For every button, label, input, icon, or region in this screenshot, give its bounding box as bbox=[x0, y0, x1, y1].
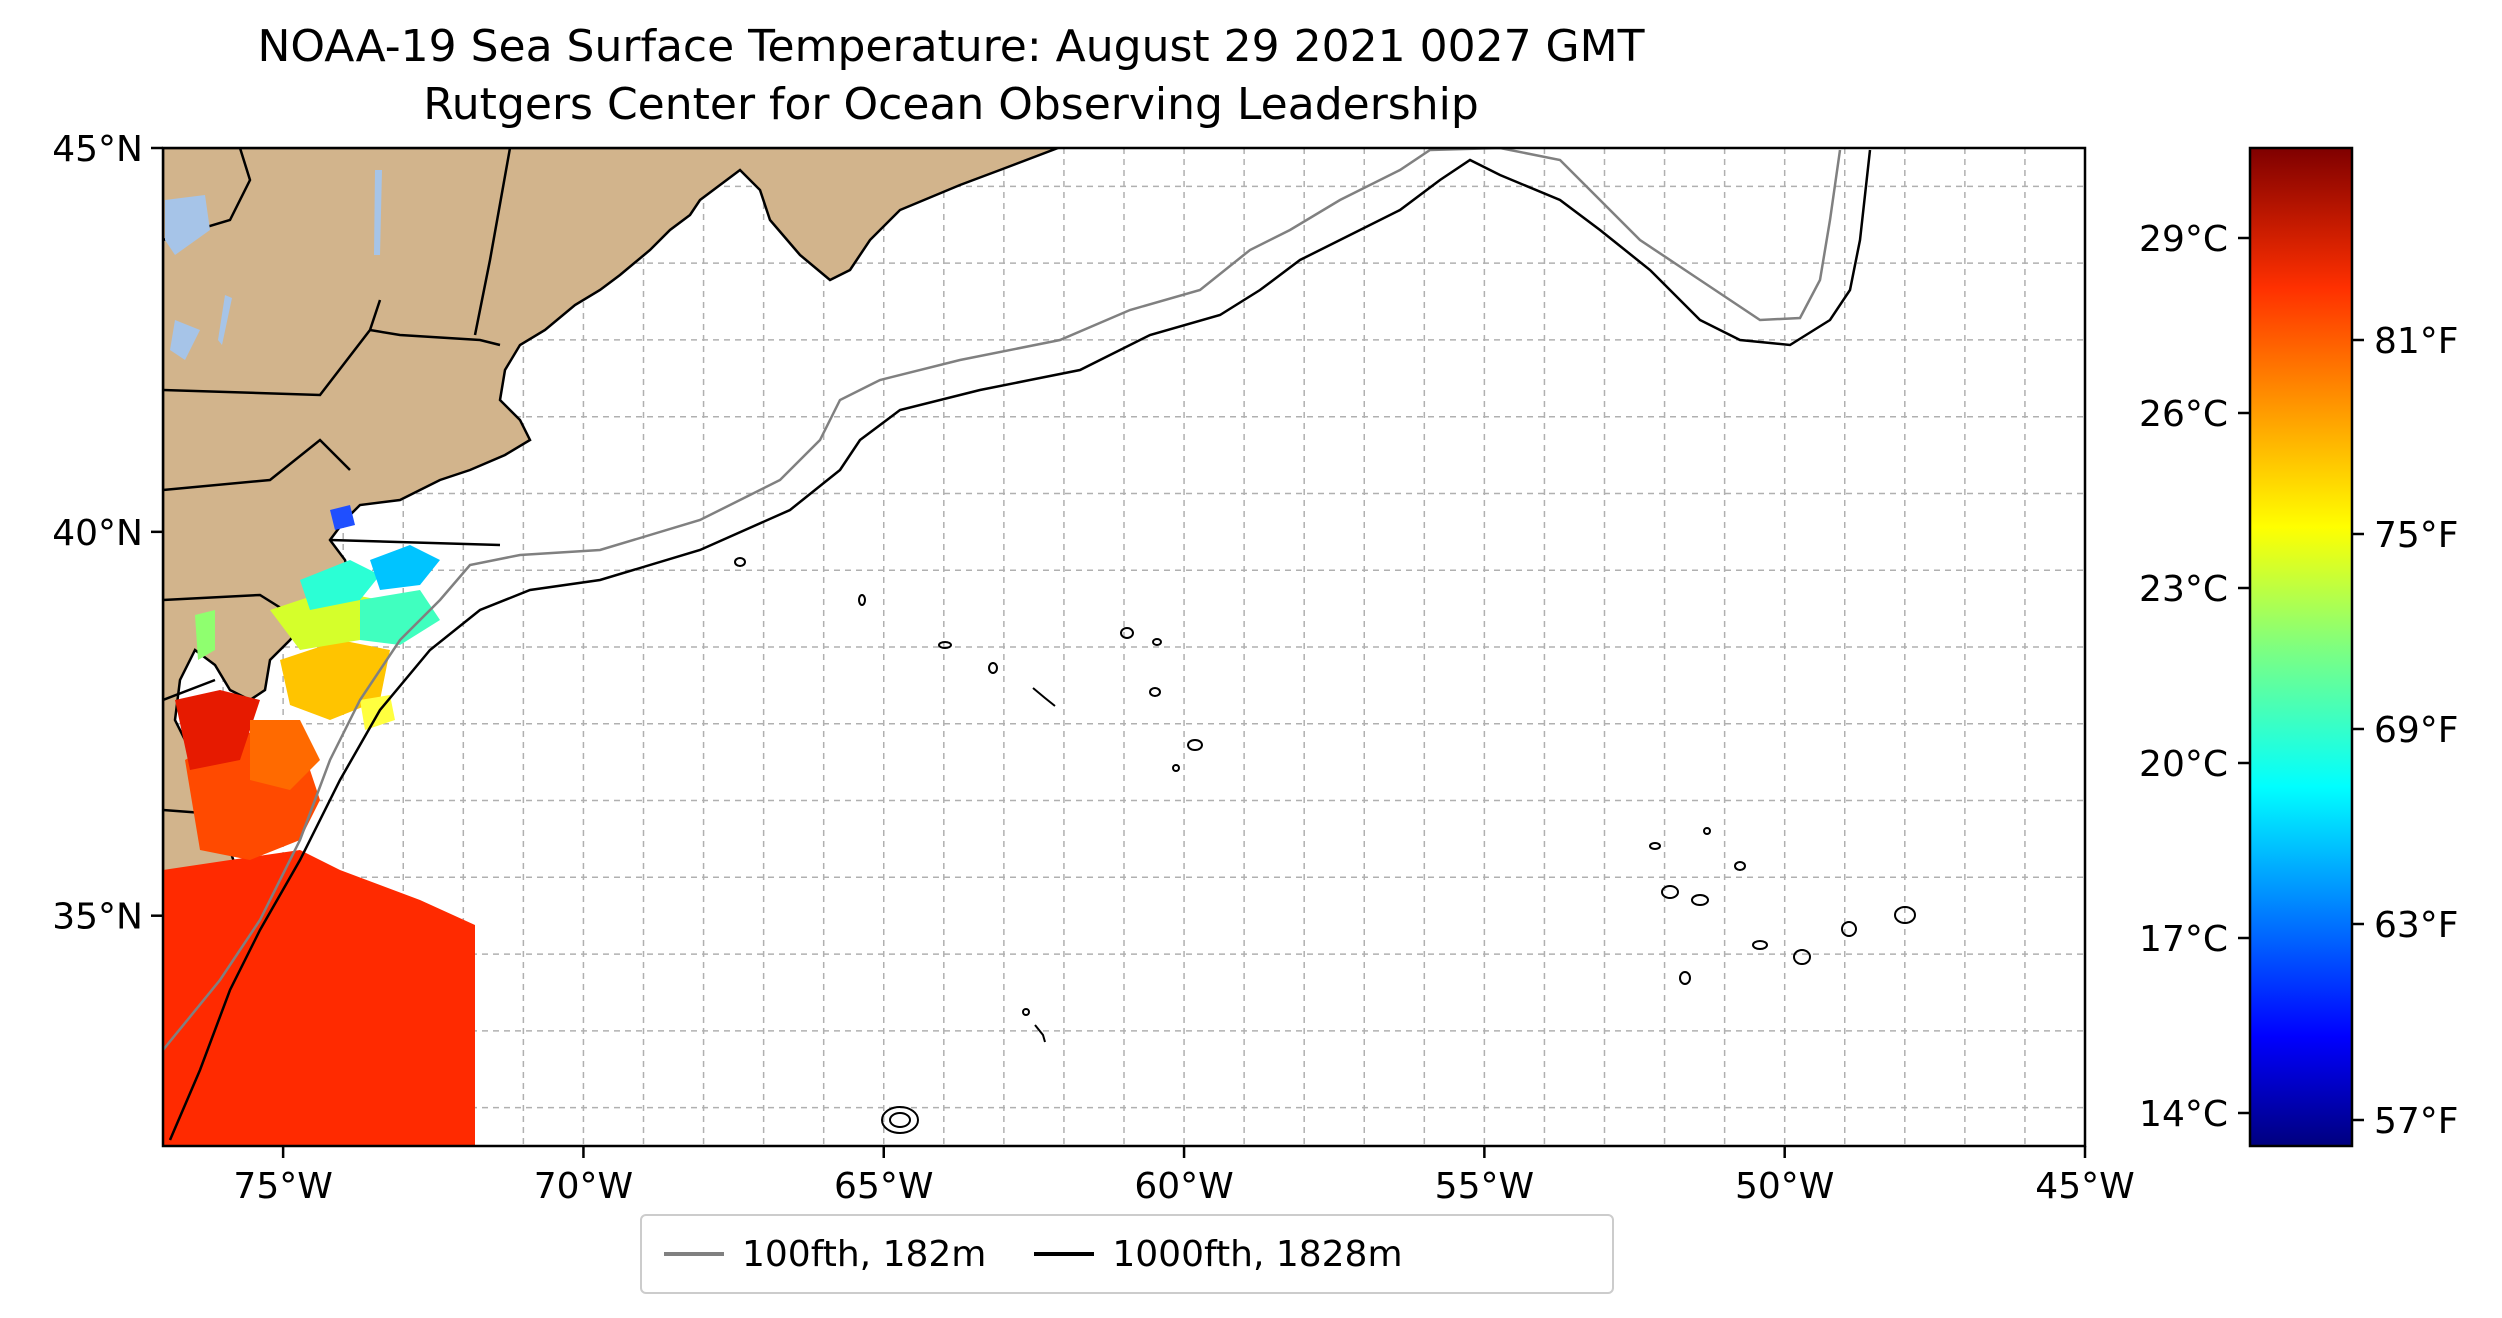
colorbar-f-label: 63°F bbox=[2374, 905, 2459, 946]
seamounts bbox=[734, 557, 1916, 1134]
sst-data bbox=[163, 505, 475, 1146]
lat-tick-label: 45°N bbox=[52, 129, 143, 170]
colorbar-c-label: 29°C bbox=[2139, 219, 2228, 260]
colorbar-c-label: 26°C bbox=[2139, 394, 2228, 435]
lon-tick-label: 70°W bbox=[534, 1166, 633, 1207]
chart-subtitle: Rutgers Center for Ocean Observing Leade… bbox=[423, 79, 1479, 130]
lat-tick-label: 40°N bbox=[52, 513, 143, 554]
legend-label: 1000fth, 1828m bbox=[1112, 1233, 1403, 1275]
colorbar-c-label: 17°C bbox=[2139, 919, 2228, 960]
contour-100fth bbox=[163, 148, 1842, 1051]
legend-item-1000fth: 1000fth, 1828m bbox=[1034, 1234, 1428, 1275]
legend-swatch-black bbox=[1034, 1252, 1095, 1256]
colorbar bbox=[2248, 146, 2354, 1148]
legend: 100fth, 182m 1000fth, 1828m bbox=[640, 1214, 1614, 1294]
legend-swatch-gray bbox=[664, 1252, 724, 1256]
lon-tick-label: 65°W bbox=[834, 1166, 933, 1207]
plot-frame bbox=[161, 146, 2087, 1148]
lon-tick-label: 55°W bbox=[1435, 1166, 1534, 1207]
contour-1000fth bbox=[168, 149, 1872, 1141]
lon-tick-label: 50°W bbox=[1735, 1166, 1834, 1207]
lon-tick-label: 45°W bbox=[2035, 1166, 2134, 1207]
longitude-axis: 75°W 70°W 65°W 60°W 55°W 50°W 45°W bbox=[233, 1146, 2135, 1207]
colorbar-f-label: 75°F bbox=[2374, 515, 2459, 556]
colorbar-c-label: 20°C bbox=[2139, 744, 2228, 785]
legend-item-100fth: 100fth, 182m bbox=[664, 1234, 1012, 1275]
colorbar-f-label: 81°F bbox=[2374, 321, 2459, 362]
chart-title: NOAA-19 Sea Surface Temperature: August … bbox=[257, 21, 1645, 72]
lon-tick-label: 60°W bbox=[1134, 1166, 1233, 1207]
lon-tick-label: 75°W bbox=[233, 1166, 332, 1207]
colorbar-fahrenheit-axis: 81°F 75°F 69°F 63°F 57°F bbox=[2352, 321, 2459, 1142]
colorbar-celsius-axis: 29°C 26°C 23°C 20°C 17°C 14°C bbox=[2139, 219, 2250, 1135]
lat-tick-label: 35°N bbox=[52, 897, 143, 938]
legend-label: 100fth, 182m bbox=[742, 1233, 987, 1275]
colorbar-f-label: 69°F bbox=[2374, 710, 2459, 751]
colorbar-f-label: 57°F bbox=[2374, 1101, 2459, 1142]
colorbar-c-label: 14°C bbox=[2139, 1094, 2228, 1135]
latitude-axis: 45°N 40°N 35°N bbox=[52, 129, 163, 938]
lakes bbox=[165, 170, 382, 360]
colorbar-c-label: 23°C bbox=[2139, 569, 2228, 610]
